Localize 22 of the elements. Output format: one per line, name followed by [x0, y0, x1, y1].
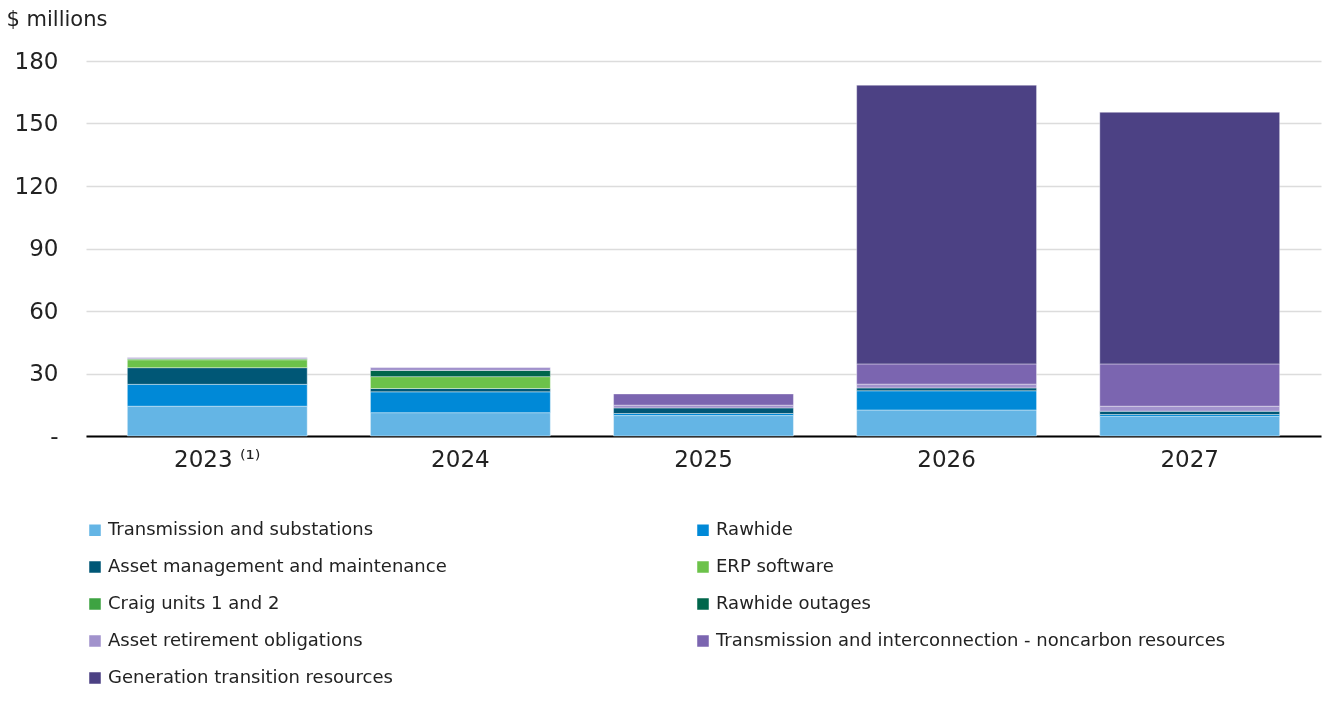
y-tick-label: 120: [14, 172, 59, 199]
legend-label: Rawhide: [716, 518, 793, 540]
legend-label: Transmission and substations: [107, 518, 374, 540]
y-tick-label: 150: [14, 110, 59, 136]
legend-label: Craig units 1 and 2: [108, 592, 280, 613]
x-tick-label: 2023 ⁽¹⁾: [174, 445, 261, 472]
y-axis-title: $ millions: [6, 6, 108, 31]
x-tick-label: 2024: [431, 445, 490, 472]
y-tick-label: 90: [29, 235, 59, 261]
legend-label: Asset retirement obligations: [108, 629, 363, 650]
legend-label: Generation transition resources: [108, 666, 393, 687]
y-tick-label: 30: [29, 360, 59, 386]
x-tick-label: 2025: [674, 445, 733, 472]
legend-label: Asset management and maintenance: [108, 555, 447, 576]
x-tick-label: 2026: [917, 445, 976, 472]
legend-label: Rawhide outages: [716, 592, 871, 613]
y-tick-label: 60: [29, 297, 59, 324]
legend-label: ERP software: [716, 555, 834, 576]
y-tick-label: -: [50, 422, 59, 449]
y-tick-label: 180: [14, 47, 59, 74]
x-tick-label: 2027: [1160, 445, 1219, 472]
legend-label: Transmission and interconnection - noncarbon resources: [715, 629, 1226, 650]
